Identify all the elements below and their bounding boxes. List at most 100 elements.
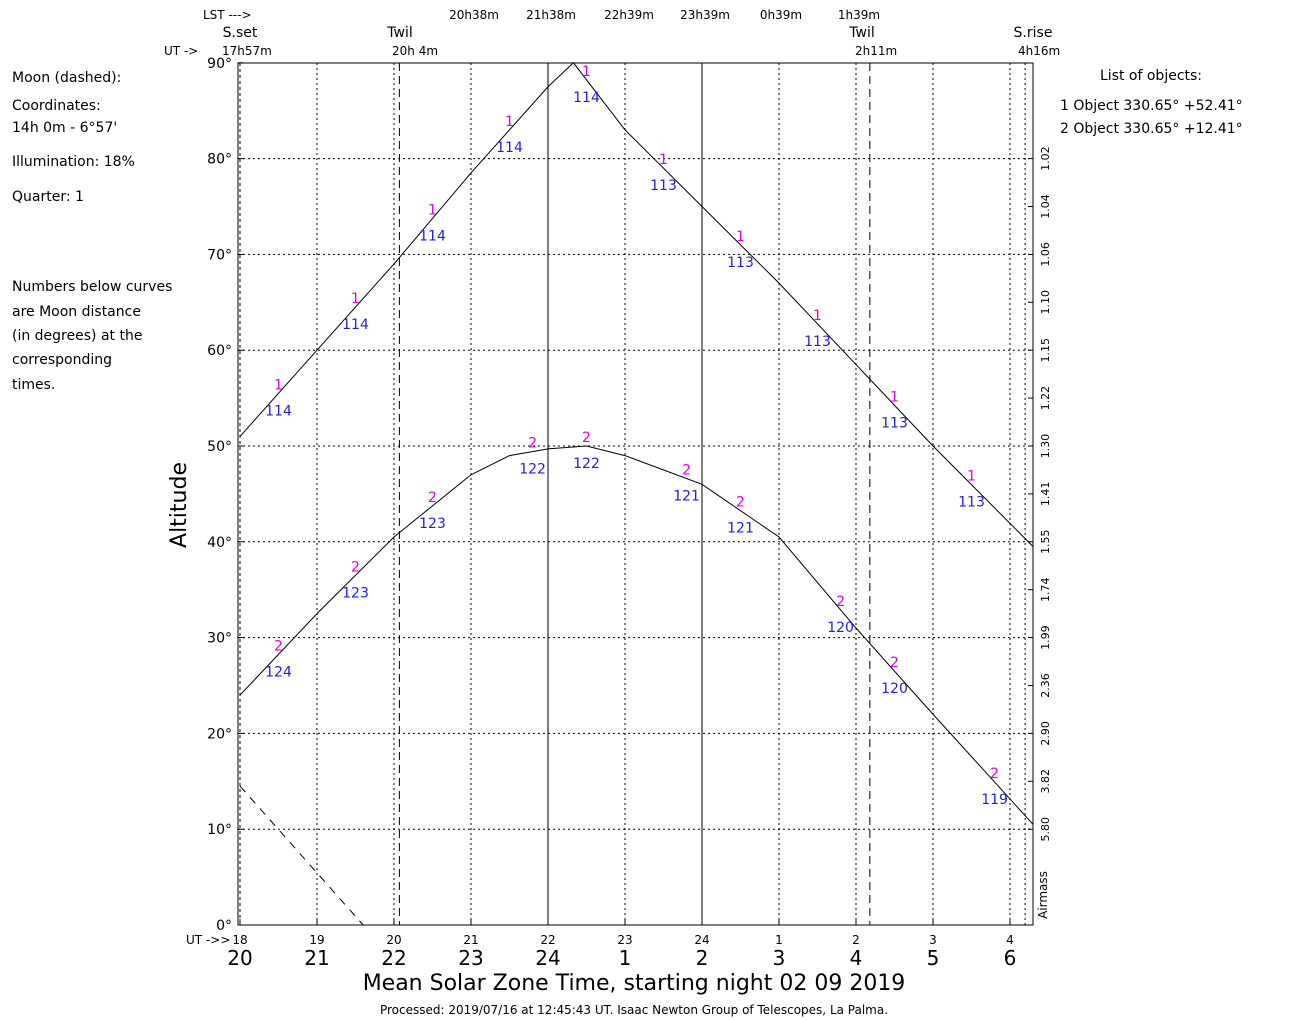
moon-title: Moon (dashed): bbox=[12, 70, 121, 86]
object-marker-label: 2 bbox=[428, 490, 437, 506]
moon-distance-label: 114 bbox=[265, 403, 292, 419]
y-tick-label: 60° bbox=[207, 343, 232, 359]
lst-times: 20h38m 21h38m 22h39m 23h39m 0h39m 1h39m bbox=[449, 8, 880, 22]
moon-distance-label: 113 bbox=[727, 255, 754, 271]
moon-coords-label: Coordinates: bbox=[12, 98, 101, 114]
lst-label: LST ---> bbox=[203, 8, 252, 22]
object-marker-label: 2 bbox=[836, 594, 845, 610]
object-marker-label: 1 bbox=[428, 202, 437, 218]
airmass-tick-label: 2.36 bbox=[1039, 673, 1052, 698]
moon-distance-label: 124 bbox=[265, 664, 292, 680]
x-tick-local-label: 5 bbox=[927, 946, 940, 970]
object-marker-label: 2 bbox=[351, 559, 360, 575]
ut-label: UT -> bbox=[164, 44, 198, 58]
x-tick-local-label: 23 bbox=[458, 946, 483, 970]
x-tick-local-label: 4 bbox=[850, 946, 863, 970]
airmass-tick-label: 1.74 bbox=[1039, 577, 1052, 602]
airmass-axis-label: Airmass bbox=[1036, 871, 1050, 919]
object-marker-label: 2 bbox=[582, 430, 591, 446]
airmass-tick-label: 1.30 bbox=[1039, 434, 1052, 459]
moon-coords-value: 14h 0m - 6°57' bbox=[12, 120, 117, 136]
object-marker-label: 2 bbox=[890, 655, 899, 671]
lst-time-label: 20h38m bbox=[449, 8, 499, 22]
moon-note-line-4: corresponding bbox=[12, 352, 112, 368]
x-tick-ut-label: 21 bbox=[463, 933, 478, 947]
x-axis-label: Mean Solar Zone Time, starting night 02 … bbox=[363, 971, 906, 996]
x-tick-labels: 18 19 20 21 22 23 24 1 2 3 4UT ->>20 21 22 23 24 1 2 3 4 5 6 bbox=[186, 919, 1016, 970]
moon-note-line-5: times. bbox=[12, 377, 55, 393]
airmass-tick-label: 3.82 bbox=[1039, 769, 1052, 794]
moon-distance-label: 113 bbox=[804, 334, 831, 350]
object-marker-label: 1 bbox=[582, 64, 591, 80]
x-tick-ut-label: 19 bbox=[309, 933, 324, 947]
moon-distance-label: 121 bbox=[673, 489, 700, 505]
lst-time-label: 21h38m bbox=[526, 8, 576, 22]
moon-quarter: Quarter: 1 bbox=[12, 189, 84, 205]
y-tick-labels: 0° 10° 20° 30° 40° 50° 60° 70° 80° 90° bbox=[207, 56, 244, 934]
moon-distance-label: 122 bbox=[573, 456, 600, 472]
x-tick-ut-label: 22 bbox=[540, 933, 555, 947]
object-marker-label: 1 bbox=[890, 389, 899, 405]
object-track-line bbox=[239, 62, 1034, 547]
object-marker-label: 1 bbox=[736, 229, 745, 245]
moon-distance-label: 113 bbox=[958, 495, 985, 511]
event-sunset-label: S.set bbox=[223, 25, 258, 41]
airmass-tick-label: 1.41 bbox=[1039, 482, 1052, 507]
y-tick-label: 30° bbox=[207, 631, 232, 647]
x-tick-ut-label: 24 bbox=[694, 933, 709, 947]
object-marker-label: 1 bbox=[274, 377, 283, 393]
x-tick-ut-label: 23 bbox=[617, 933, 632, 947]
x-tick-ut-label: 20 bbox=[386, 933, 401, 947]
moon-distance-label: 120 bbox=[881, 681, 908, 697]
x-ut-prefix: UT ->> bbox=[186, 933, 230, 947]
event-lines bbox=[239, 63, 1026, 925]
y-tick-label: 0° bbox=[216, 918, 232, 934]
airmass-tick-label: 1.04 bbox=[1039, 194, 1052, 219]
moon-illumination: Illumination: 18% bbox=[12, 154, 135, 170]
lst-time-label: 0h39m bbox=[760, 8, 802, 22]
airmass-tick-label: 1.02 bbox=[1039, 146, 1052, 171]
event-sunrise-time: 4h16m bbox=[1018, 44, 1060, 58]
plot-frame bbox=[237, 62, 1034, 926]
moon-note-line-1: Numbers below curves bbox=[12, 279, 172, 295]
y-tick-label: 70° bbox=[207, 247, 232, 263]
y-axis-label: Altitude bbox=[167, 462, 192, 548]
object-marker-label: 2 bbox=[990, 766, 999, 782]
y-tick-label: 10° bbox=[207, 822, 232, 838]
moon-distance-label: 113 bbox=[881, 415, 908, 431]
object-marker-label: 2 bbox=[274, 638, 283, 654]
x-tick-local-label: 22 bbox=[381, 946, 406, 970]
y-tick-label: 20° bbox=[207, 726, 232, 742]
airmass-tick-label: 2.90 bbox=[1039, 721, 1052, 746]
moon-note-line-2: are Moon distance bbox=[12, 304, 141, 320]
object-marker-label: 1 bbox=[351, 291, 360, 307]
airmass-tick-label: 5.80 bbox=[1039, 817, 1052, 842]
x-tick-local-label: 21 bbox=[304, 946, 329, 970]
x-tick-local-label: 2 bbox=[696, 946, 709, 970]
airmass-tick-label: 1.10 bbox=[1039, 290, 1052, 315]
event-sunrise-label: S.rise bbox=[1014, 25, 1053, 41]
object-marker-label: 1 bbox=[967, 469, 976, 485]
moon-distance-label: 119 bbox=[981, 792, 1008, 808]
moon-distance-label: 121 bbox=[727, 521, 754, 537]
moon-distance-label: 123 bbox=[342, 585, 369, 601]
event-twil-morning-label: Twil bbox=[848, 25, 874, 41]
airmass-tick-label: 1.55 bbox=[1039, 530, 1052, 555]
airmass-tick-label: 1.15 bbox=[1039, 338, 1052, 363]
object-marker-label: 2 bbox=[528, 436, 537, 452]
x-tick-ut-label: 18 bbox=[232, 933, 247, 947]
lst-time-label: 23h39m bbox=[680, 8, 730, 22]
moon-distance-label: 122 bbox=[519, 462, 546, 478]
airmass-ticks: 5.80 3.82 2.90 2.36 1.99 1.74 1.55 1.41 1.30 1.22… bbox=[1028, 146, 1052, 841]
lst-time-label: 1h39m bbox=[838, 8, 880, 22]
object-item-1: 1 Object 330.65° +52.41° bbox=[1060, 98, 1243, 114]
airmass-tick-label: 1.22 bbox=[1039, 386, 1052, 411]
x-tick-ut-label: 4 bbox=[1006, 933, 1014, 947]
object-marker-label: 2 bbox=[736, 495, 745, 511]
object-marker-label: 2 bbox=[682, 463, 691, 479]
lst-time-label: 22h39m bbox=[604, 8, 654, 22]
moon-distance-label: 114 bbox=[342, 317, 369, 333]
y-tick-label: 80° bbox=[207, 152, 232, 168]
event-twil-morning-time: 2h11m bbox=[855, 44, 897, 58]
event-twil-evening-label: Twil bbox=[386, 25, 412, 41]
